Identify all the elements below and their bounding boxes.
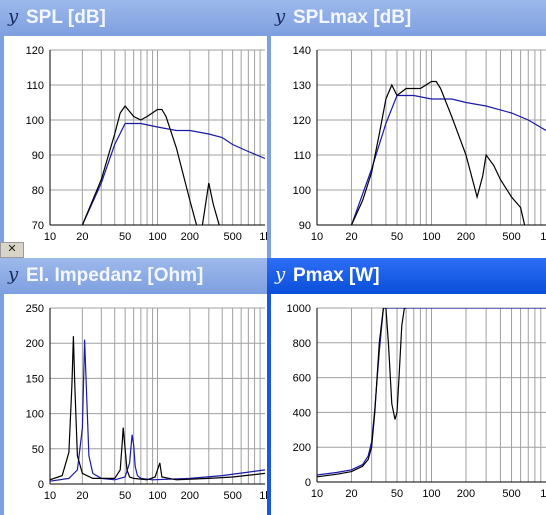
x-tick-label: 200 (457, 231, 475, 243)
y-tick-label: 150 (26, 373, 44, 385)
spl-chart: 70 80 90 100 110 120 10 20 50 100 200 500 1k (26, 45, 267, 243)
x-tick-label: 1k (259, 231, 267, 243)
x-tick-label: 100 (422, 488, 440, 500)
spl-title-bar[interactable]: y SPL [dB] (0, 0, 267, 36)
x-tick-label: 50 (119, 231, 131, 243)
x-tick-label: 100 (148, 490, 166, 502)
y-tick-label: 120 (293, 115, 311, 127)
y-tick-label: 1000 (287, 303, 311, 315)
y-tick-label: 140 (293, 45, 311, 57)
splmax-title: SPLmax [dB] (293, 7, 412, 28)
y-tick-label: 100 (26, 409, 44, 421)
y-axis-icon: y (8, 6, 19, 27)
y-tick-label: 800 (293, 338, 311, 350)
y-tick-label: 120 (26, 45, 44, 57)
y-tick-label: 130 (293, 80, 311, 92)
y-axis-icon: y (8, 264, 19, 285)
x-tick-label: 20 (76, 490, 88, 502)
x-tick-label: 100 (422, 231, 440, 243)
y-axis-icon: y (275, 6, 286, 27)
impedance-title: El. Impedanz [Ohm] (26, 265, 204, 286)
x-tick-label: 1k (540, 231, 546, 243)
series-line (350, 80, 526, 225)
y-tick-label: 90 (32, 150, 44, 162)
pmax-title-bar[interactable]: y Pmax [W] (267, 258, 546, 294)
x-tick-label: 10 (44, 490, 56, 502)
window-frame (267, 36, 271, 258)
x-tick-label: 50 (391, 231, 403, 243)
y-tick-label: 80 (32, 185, 44, 197)
y-tick-label: 400 (293, 407, 311, 419)
y-tick-label: 100 (26, 115, 44, 127)
splmax-chart: 90 100 110 120 130 140 10 20 50 100 200 500 1k (293, 45, 546, 243)
y-tick-label: 0 (305, 477, 311, 489)
impedance-title-bar[interactable]: y El. Impedanz [Ohm] (0, 258, 267, 294)
y-tick-label: 70 (32, 220, 44, 232)
x-tick-label: 500 (223, 490, 241, 502)
splmax-title-bar[interactable]: y SPLmax [dB] (267, 0, 546, 36)
window-frame (0, 294, 4, 515)
x-tick-label: 10 (311, 488, 323, 500)
y-tick-label: 600 (293, 373, 311, 385)
series-line (350, 94, 546, 225)
y-tick-label: 110 (26, 80, 44, 92)
x-tick-label: 100 (148, 231, 166, 243)
x-tick-label: 20 (76, 231, 88, 243)
series-line (81, 122, 265, 225)
x-tick-label: 200 (181, 231, 199, 243)
y-tick-label: 200 (26, 338, 44, 350)
close-icon[interactable]: ✕ (0, 242, 24, 258)
impedance-chart: 0 50 100 150 200 250 10 20 50 100 200 500 1k (26, 303, 267, 502)
x-tick-label: 500 (502, 231, 520, 243)
x-tick-label: 1k (259, 490, 267, 502)
x-tick-label: 50 (119, 490, 131, 502)
x-tick-label: 200 (181, 490, 199, 502)
spl-window: y SPL [dB] 70 80 90 100 110 120 10 20 50 100 200 50… (0, 0, 267, 258)
x-tick-label: 20 (345, 488, 357, 500)
x-tick-label: 1k (540, 488, 546, 500)
splmax-window: y SPLmax [dB] 90 100 110 120 130 140 10 20 50 100… (267, 0, 546, 258)
x-tick-label: 500 (502, 488, 520, 500)
series-line (81, 105, 220, 225)
x-tick-label: 50 (391, 488, 403, 500)
pmax-chart: 0 200 400 600 800 1000 10 20 50 100 200 500 1k (287, 303, 546, 500)
y-tick-label: 0 (38, 479, 44, 491)
series-line (317, 308, 407, 478)
x-tick-label: 20 (345, 231, 357, 243)
x-tick-label: 500 (223, 231, 241, 243)
y-tick-label: 90 (299, 220, 311, 232)
window-frame (0, 36, 4, 258)
window-frame (267, 294, 271, 515)
series-line (50, 336, 265, 481)
y-tick-label: 250 (26, 303, 44, 315)
x-tick-label: 10 (311, 231, 323, 243)
pmax-title: Pmax [W] (293, 265, 380, 286)
y-axis-icon: y (275, 264, 286, 285)
impedance-window: y El. Impedanz [Ohm] 0 50 100 150 200 250 10 20… (0, 258, 267, 515)
y-tick-label: 50 (32, 444, 44, 456)
spl-title: SPL [dB] (26, 7, 106, 28)
y-tick-label: 110 (293, 150, 311, 162)
x-tick-label: 200 (457, 488, 475, 500)
x-tick-label: 10 (44, 231, 56, 243)
y-tick-label: 200 (293, 442, 311, 454)
pmax-window: y Pmax [W] 0 200 400 600 800 1000 10 20 50 100 200… (267, 258, 546, 515)
y-tick-label: 100 (293, 185, 311, 197)
